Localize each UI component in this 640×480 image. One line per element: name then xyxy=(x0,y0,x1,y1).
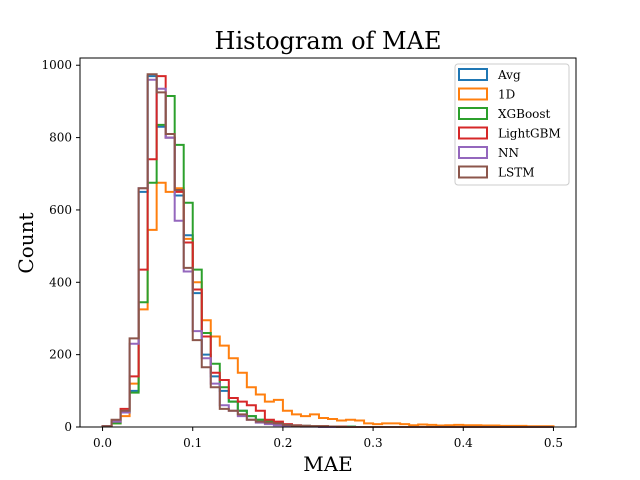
y-tick-label: 600 xyxy=(49,203,72,217)
x-tick-label: 0.0 xyxy=(93,436,112,450)
legend-label-1d: 1D xyxy=(498,88,515,102)
legend: Avg 1D XGBoost LightGBM NN LSTM xyxy=(455,64,569,185)
x-axis-label: MAE xyxy=(303,452,353,476)
y-tick-label: 1000 xyxy=(41,58,72,72)
legend-label-lstm: LSTM xyxy=(498,166,534,180)
y-axis-ticks: 0 200 400 600 800 1000 xyxy=(41,58,80,434)
x-tick-label: 0.4 xyxy=(454,436,473,450)
chart-title: Histogram of MAE xyxy=(215,27,442,55)
y-tick-label: 200 xyxy=(49,348,72,362)
y-tick-label: 800 xyxy=(49,131,72,145)
y-tick-label: 0 xyxy=(64,420,72,434)
legend-label-nn: NN xyxy=(498,146,519,160)
x-tick-label: 0.2 xyxy=(273,436,292,450)
legend-label-avg: Avg xyxy=(497,68,521,82)
x-tick-label: 0.3 xyxy=(364,436,383,450)
y-tick-label: 400 xyxy=(49,275,72,289)
x-tick-label: 0.5 xyxy=(544,436,563,450)
series-1d-step xyxy=(103,183,554,427)
legend-label-lightgbm: LightGBM xyxy=(498,127,561,141)
x-axis-ticks: 0.0 0.1 0.2 0.3 0.4 0.5 xyxy=(93,427,563,450)
y-axis-label: Count xyxy=(14,212,38,273)
x-tick-label: 0.1 xyxy=(183,436,202,450)
legend-label-xgboost: XGBoost xyxy=(498,107,551,121)
